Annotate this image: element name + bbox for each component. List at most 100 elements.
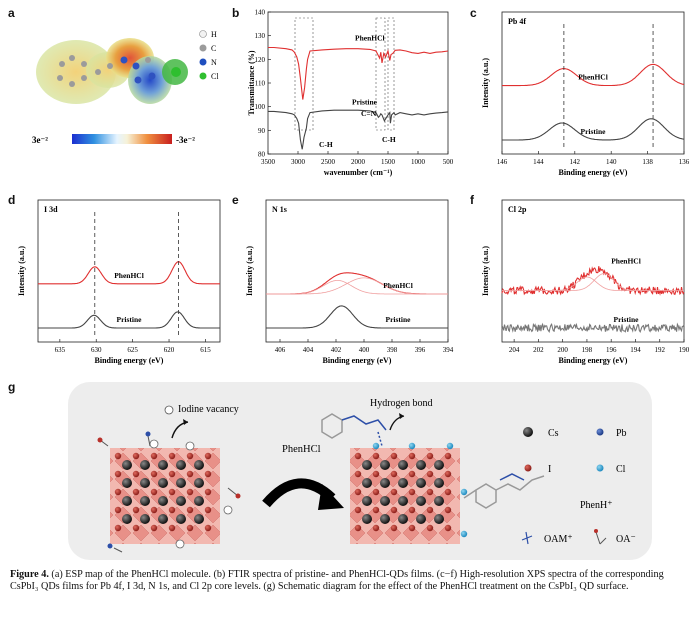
- x-tick-label: 1000: [411, 158, 426, 166]
- legend-cs: Cs: [548, 428, 559, 439]
- chart-title: N 1s: [272, 205, 287, 214]
- plot-frame: [501, 11, 685, 155]
- iodide-ion: [132, 506, 140, 514]
- y-axis-label: Transmittance (%): [247, 50, 256, 115]
- iodide-ion: [354, 488, 362, 496]
- iodide-ion: [186, 452, 194, 460]
- iodide-ion: [408, 470, 416, 478]
- cesium-ion: [194, 478, 204, 488]
- x-axis-label: Binding energy (eV): [559, 168, 628, 177]
- y-axis-label: Intensity (a.u.): [245, 246, 254, 296]
- cesium-ion: [398, 514, 408, 524]
- iodide-ion: [204, 488, 212, 496]
- x-tick-label: 404: [303, 346, 314, 354]
- x-tick-label: 138: [642, 158, 653, 166]
- cesium-ion: [176, 496, 186, 506]
- y-axis-label: Intensity (a.u.): [481, 58, 490, 108]
- iodide-ion: [168, 452, 176, 460]
- cesium-ion: [434, 496, 444, 506]
- iodide-ion: [372, 488, 380, 496]
- iodide-ion: [186, 506, 194, 514]
- x-tick-label: 500: [443, 158, 454, 166]
- chloride-ion: [408, 442, 416, 450]
- cesium-ion: [194, 514, 204, 524]
- x-tick-label: 2000: [351, 158, 366, 166]
- iodine-vacancy: [149, 439, 159, 449]
- cesium-ion: [362, 478, 372, 488]
- cesium-ion: [122, 478, 132, 488]
- iodide-ion: [168, 470, 176, 478]
- series-label: PhenHCl: [611, 256, 641, 265]
- y-axis-label: Intensity (a.u.): [17, 246, 26, 296]
- y-tick-label: 90: [258, 127, 266, 135]
- cesium-ion: [434, 460, 444, 470]
- series-label: Pristine: [581, 127, 607, 136]
- phenh-molecule: [321, 413, 545, 509]
- x-tick-label: 3500: [261, 158, 276, 166]
- lattice-treated: [350, 442, 468, 544]
- cesium-ion: [362, 496, 372, 506]
- iodide-ion: [408, 524, 416, 532]
- panel-label-g: g: [8, 380, 16, 394]
- iodide-ion: [444, 452, 452, 460]
- iodide-ion: [408, 506, 416, 514]
- cesium-ion: [176, 460, 186, 470]
- plot-frame: [501, 199, 685, 343]
- iodide-ion: [372, 470, 380, 478]
- figure-caption: Figure 4. (a) ESP map of the PhenHCl mol…: [10, 569, 690, 594]
- series-label: Pristine: [614, 315, 640, 324]
- chart-c-pb4f: 146 144 142 140 138 136 Binding energy (eV) Int…: [481, 11, 690, 177]
- cesium-ion: [176, 478, 186, 488]
- iodide-ion: [186, 470, 194, 478]
- cesium-ion: [380, 478, 390, 488]
- iodide-ion: [186, 488, 194, 496]
- series-label: PhenHCl: [114, 271, 144, 280]
- x-tick-label: 142: [570, 158, 581, 166]
- iodide-ion: [354, 506, 362, 514]
- iodide-ion: [150, 524, 158, 532]
- iodide-ion: [114, 452, 122, 460]
- series-label: PhenHCl: [578, 73, 608, 82]
- iodide-ion: [372, 452, 380, 460]
- y-tick-label: 100: [255, 103, 266, 111]
- iodide-ion: [114, 488, 122, 496]
- series-phenhcl: [268, 46, 449, 100]
- legend-C: C: [211, 44, 216, 53]
- cesium-ion: [416, 478, 426, 488]
- fit-component: [266, 280, 448, 295]
- iodide-ion: [114, 524, 122, 532]
- series-label: Pristine: [117, 315, 143, 324]
- treatment-label: PhenHCl: [282, 444, 321, 455]
- iodide-ion: [390, 452, 398, 460]
- molecule-atoms: [57, 55, 181, 87]
- lattice-pristine: [110, 439, 233, 549]
- x-tick-label: 635: [55, 346, 66, 354]
- panel-label-b: b: [232, 6, 240, 20]
- iodide-ion: [444, 506, 452, 514]
- x-tick-label: 620: [164, 346, 175, 354]
- iodine-vacancy: [223, 505, 233, 515]
- iodide-ion: [426, 452, 434, 460]
- iodide-ion: [150, 506, 158, 514]
- iodide-ion: [408, 452, 416, 460]
- chloride-ion: [460, 530, 468, 538]
- iodide-ion: [390, 470, 398, 478]
- fit-component: [266, 277, 448, 295]
- x-tick-label: 1500: [381, 158, 396, 166]
- iodide-ion: [150, 470, 158, 478]
- y-tick-label: 140: [255, 9, 266, 17]
- annotation: PhenHCl: [355, 33, 385, 42]
- cesium-ion: [140, 478, 150, 488]
- annotation: C-H: [382, 135, 396, 144]
- x-tick-label: 202: [533, 346, 544, 354]
- x-tick-label: 190: [679, 346, 690, 354]
- chart-b-ftir: 3500 3000 2500 2000 1500 1000 500 wavenumber (c…: [247, 9, 454, 178]
- x-tick-label: 140: [606, 158, 617, 166]
- x-tick-label: 398: [387, 346, 398, 354]
- x-tick-label: 198: [582, 346, 593, 354]
- fit-component: [502, 273, 684, 291]
- iodide-ion: [390, 506, 398, 514]
- iodide-ion: [372, 524, 380, 532]
- iodide-ion: [426, 470, 434, 478]
- iodide-ion: [426, 524, 434, 532]
